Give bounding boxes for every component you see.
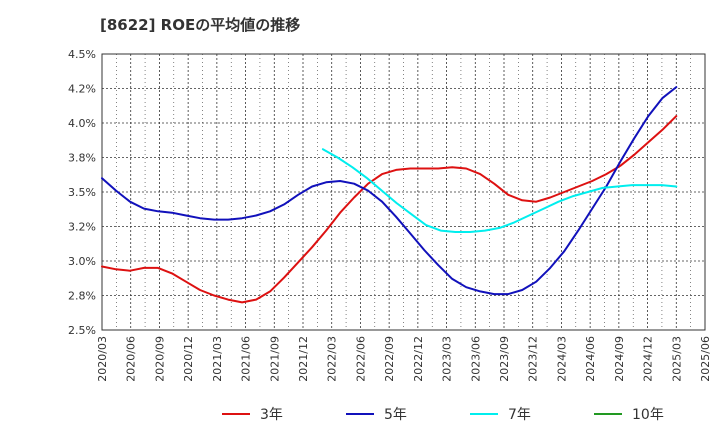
x-tick-label: 2023/06 <box>469 336 482 382</box>
y-tick-label: 2.8% <box>68 290 96 303</box>
legend-label: 3年 <box>260 407 283 423</box>
x-tick-label: 2020/09 <box>153 336 166 382</box>
y-tick-label: 3.5% <box>68 186 96 199</box>
legend-label: 10年 <box>632 407 664 423</box>
y-axis: 2.5% 2.8% 3.0% 3.2% 3.5% 3.8% 4.0% 4.2% 4.5% <box>68 48 96 337</box>
x-tick-label: 2020/03 <box>96 336 109 382</box>
x-tick-label: 2023/03 <box>441 336 454 382</box>
legend: 3年 5年 7年 10年 <box>222 407 664 423</box>
x-tick-label: 2021/06 <box>240 336 253 382</box>
series-line-2 <box>321 148 678 233</box>
x-tick-label: 2024/12 <box>642 336 655 382</box>
legend-label: 7年 <box>508 407 531 423</box>
series-lines <box>101 86 678 304</box>
x-tick-label: 2021/09 <box>268 336 281 382</box>
x-tick-label: 2024/06 <box>584 336 597 382</box>
y-tick-label: 4.5% <box>68 48 96 61</box>
x-tick-label: 2024/03 <box>555 336 568 382</box>
legend-label: 5年 <box>384 407 407 423</box>
x-tick-label: 2025/03 <box>670 336 683 382</box>
y-tick-label: 4.0% <box>68 117 96 130</box>
x-tick-label: 2024/09 <box>613 336 626 382</box>
x-tick-label: 2023/09 <box>498 336 511 382</box>
y-tick-label: 3.8% <box>68 152 96 165</box>
x-axis: 2020/03 2020/06 2020/09 2020/12 2021/03 2021/… <box>96 336 712 382</box>
x-tick-label: 2025/06 <box>699 336 712 382</box>
x-tick-label: 2021/03 <box>211 336 224 382</box>
y-tick-label: 3.2% <box>68 221 96 234</box>
chart-title: [8622] ROEの平均値の推移 <box>100 16 300 34</box>
series-line-1 <box>101 86 678 296</box>
x-tick-label: 2022/06 <box>354 336 367 382</box>
x-tick-label: 2021/12 <box>297 336 310 382</box>
series-line-0 <box>101 115 678 304</box>
y-tick-label: 2.5% <box>68 324 96 337</box>
y-tick-label: 4.2% <box>68 83 96 96</box>
x-tick-label: 2023/12 <box>527 336 540 382</box>
x-tick-label: 2022/03 <box>326 336 339 382</box>
x-tick-label: 2022/09 <box>383 336 396 382</box>
y-tick-label: 3.0% <box>68 255 96 268</box>
x-tick-label: 2020/06 <box>125 336 138 382</box>
x-tick-label: 2020/12 <box>182 336 195 382</box>
x-tick-label: 2022/12 <box>412 336 425 382</box>
